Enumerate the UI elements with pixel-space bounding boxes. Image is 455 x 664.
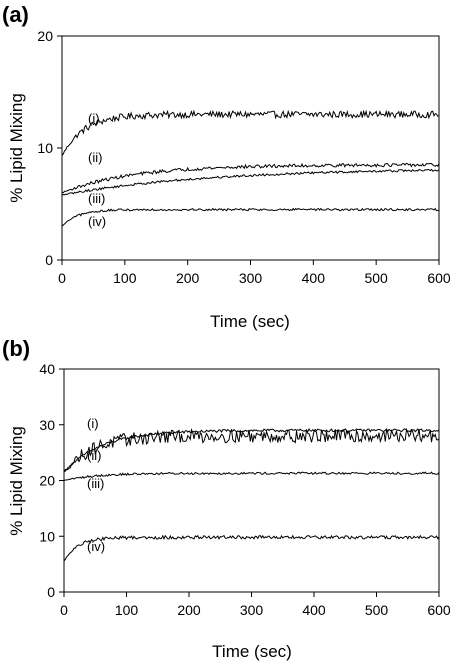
series-label: (iii)	[87, 476, 104, 491]
y-tick-label: 40	[39, 361, 55, 377]
y-tick-label: 0	[47, 584, 55, 600]
series-line	[61, 207, 440, 227]
y-tick-label: 20	[39, 473, 55, 489]
series-label: (ii)	[88, 150, 102, 165]
panel-b: (b) 0 100 200 300 400 500 600 0 10 20 30 40 (i) (ii)…	[2, 336, 451, 661]
panel-b-plot-frame	[63, 368, 440, 593]
panel-a-y-axis-title: % Lipid Mixing	[7, 93, 26, 203]
y-tick-label: 10	[37, 140, 53, 156]
y-tick-label: 30	[39, 417, 55, 433]
x-tick-label: 200	[176, 270, 200, 286]
panel-a-x-axis-title: Time (sec)	[210, 312, 290, 331]
x-tick-label: 100	[113, 270, 137, 286]
series-label: (iv)	[88, 214, 106, 229]
series-label: (iv)	[87, 539, 105, 554]
x-tick-label: 600	[427, 602, 451, 618]
x-tick-label: 200	[177, 602, 201, 618]
panel-b-ticks: 0 100 200 300 400 500 600 0 10 20 30 40	[39, 361, 450, 618]
x-tick-label: 400	[302, 270, 326, 286]
series-label: (i)	[87, 416, 99, 431]
x-tick-label: 500	[365, 602, 389, 618]
panel-a-series	[61, 109, 440, 227]
x-tick-label: 300	[239, 270, 263, 286]
series-line	[63, 428, 440, 473]
series-line	[63, 471, 440, 481]
series-line	[61, 168, 440, 196]
x-tick-label: 600	[427, 270, 451, 286]
y-tick-label: 0	[45, 252, 53, 268]
panel-b-y-axis-title: % Lipid Mixing	[7, 426, 26, 536]
series-line	[63, 427, 440, 472]
panel-a-curve-labels: (i) (ii) (iii) (iv)	[88, 111, 106, 229]
panel-b-x-axis-title: Time (sec)	[212, 642, 292, 661]
x-tick-label: 300	[240, 602, 264, 618]
panel-b-label: (b)	[2, 336, 30, 361]
panel-a-ticks: 0 100 200 300 400 500 600 0 10 20	[37, 28, 450, 286]
series-label: (iii)	[88, 191, 105, 206]
x-tick-label: 500	[364, 270, 388, 286]
series-label: (ii)	[87, 448, 101, 463]
panel-b-curve-labels: (i) (ii) (iii) (iv)	[87, 416, 105, 554]
x-tick-label: 400	[302, 602, 326, 618]
panel-a: (a) 0 100 200 300 400 500 600 0 10 20 (i) (ii) (iii…	[2, 2, 451, 331]
series-line	[63, 534, 440, 562]
series-label: (i)	[88, 111, 100, 126]
series-line	[61, 162, 440, 194]
y-tick-label: 20	[37, 28, 53, 44]
panel-b-series	[63, 427, 440, 562]
y-tick-label: 10	[39, 528, 55, 544]
panel-a-label: (a)	[2, 2, 29, 27]
x-tick-label: 0	[58, 270, 66, 286]
panel-a-plot-frame	[61, 35, 440, 261]
x-tick-label: 100	[115, 602, 139, 618]
series-line	[61, 109, 440, 156]
x-tick-label: 0	[60, 602, 68, 618]
